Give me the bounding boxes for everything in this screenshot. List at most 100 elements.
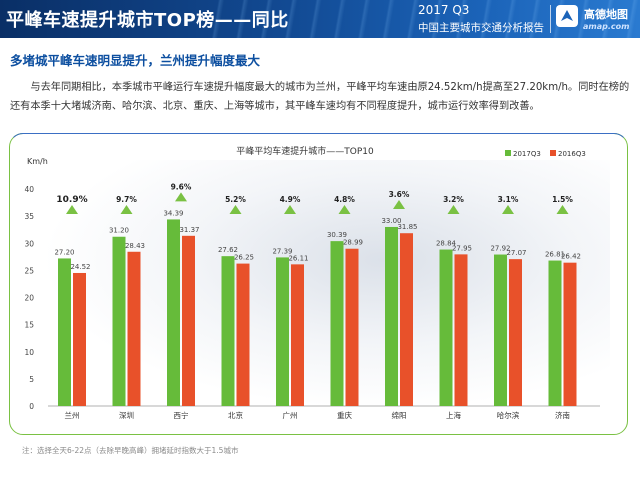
value-label-2017q3: 34.39: [163, 209, 183, 217]
growth-triangle: [393, 199, 405, 209]
bar-2017q3: [221, 256, 235, 406]
value-label-2017q3: 27.92: [490, 245, 510, 253]
bar-2016q3: [345, 248, 359, 406]
bar-2017q3: [58, 258, 71, 406]
bar-2016q3: [236, 263, 250, 406]
header-divider: [550, 5, 551, 33]
growth-triangle: [175, 192, 187, 202]
y-tick-label: 10: [24, 348, 34, 357]
value-label-2016q3: 27.95: [452, 244, 472, 252]
report-period: 2017 Q3: [418, 3, 470, 17]
bar-2017q3: [276, 257, 289, 406]
growth-label: 9.6%: [171, 182, 192, 191]
value-label-2017q3: 30.39: [327, 231, 347, 239]
x-tick-label: 深圳: [119, 410, 134, 420]
y-tick-label: 35: [24, 212, 34, 221]
growth-triangle: [338, 205, 351, 214]
bar-2017q3: [548, 260, 562, 406]
logo-site: amap.com: [583, 22, 630, 31]
bar-2016q3: [127, 251, 141, 406]
bar-2016q3: [509, 259, 522, 406]
value-label-2016q3: 31.85: [397, 223, 417, 231]
growth-triangle: [284, 205, 296, 214]
footnote: 注：选择全天6-22点（去除早晚高峰）拥堵延时指数大于1.5城市: [22, 446, 239, 455]
bar-2016q3: [563, 262, 577, 406]
x-tick-label: 哈尔滨: [497, 410, 520, 420]
chart-legend: 2017Q3 2016Q3: [505, 150, 586, 158]
growth-triangle: [120, 205, 133, 214]
x-tick-label: 绵阳: [392, 410, 407, 420]
bar-2017q3: [439, 249, 453, 406]
y-tick-label: 25: [24, 266, 34, 275]
x-tick-label: 济南: [555, 410, 570, 420]
growth-triangle: [229, 205, 242, 214]
growth-label: 10.9%: [56, 195, 87, 205]
legend-swatch: [550, 150, 556, 156]
bars: 27.20 24.52 10.9% 兰州 31.20 28.43 9.7% 深圳 34.39 31…: [54, 182, 581, 420]
y-tick-label: 30: [24, 239, 34, 248]
value-label-2016q3: 26.42: [561, 253, 581, 261]
y-tick-label: 40: [24, 185, 34, 194]
growth-label: 4.9%: [280, 195, 301, 204]
y-tick-label: 20: [24, 294, 34, 303]
growth-label: 3.2%: [443, 195, 464, 204]
y-tick-label: 0: [29, 402, 34, 411]
legend-label: 2017Q3: [513, 150, 541, 158]
value-label-2016q3: 24.52: [70, 263, 90, 271]
growth-label: 5.2%: [225, 195, 246, 204]
page-title: 平峰车速提升城市TOP榜——同比: [6, 10, 289, 31]
y-tick-label: 5: [29, 375, 34, 384]
value-label-2017q3: 28.84: [436, 240, 457, 248]
bar-2016q3: [182, 235, 195, 406]
growth-label: 3.6%: [389, 190, 410, 199]
bar-2017q3: [112, 236, 126, 406]
x-tick-label: 西宁: [174, 410, 189, 420]
value-label-2017q3: 26.81: [545, 251, 565, 259]
value-label-2017q3: 27.20: [54, 248, 74, 256]
value-label-2017q3: 33.00: [381, 217, 401, 225]
x-tick-label: 兰州: [65, 410, 80, 420]
growth-label: 3.1%: [498, 195, 519, 204]
bar-2017q3: [385, 226, 398, 406]
value-label-2017q3: 27.39: [272, 247, 292, 255]
chart-title: 平峰平均车速提升城市——TOP10: [236, 145, 374, 157]
bar-2016q3: [291, 264, 304, 406]
logo-text: 高德地图: [584, 8, 628, 21]
growth-triangle: [66, 205, 78, 214]
report-name: 中国主要城市交通分析报告: [418, 22, 544, 34]
legend-swatch: [505, 150, 511, 156]
value-label-2017q3: 31.20: [109, 227, 129, 235]
bar-2017q3: [167, 219, 180, 406]
bar-2016q3: [454, 254, 468, 406]
value-label-2016q3: 26.25: [234, 254, 254, 262]
value-label-2016q3: 28.43: [125, 242, 145, 250]
x-tick-label: 北京: [228, 410, 243, 420]
value-label-2016q3: 31.37: [179, 226, 199, 234]
header-banner: 平峰车速提升城市TOP榜——同比 2017 Q3 中国主要城市交通分析报告 高德…: [0, 0, 640, 38]
value-label-2016q3: 27.07: [506, 249, 526, 257]
growth-triangle: [502, 205, 514, 214]
growth-label: 1.5%: [552, 195, 573, 204]
y-axis-label: Km/h: [27, 157, 48, 166]
growth-triangle: [447, 205, 460, 214]
x-tick-label: 重庆: [337, 410, 352, 420]
bar-2017q3: [330, 241, 344, 406]
growth-label: 4.8%: [334, 195, 355, 204]
summary-paragraph: 与去年同期相比，本季城市平峰运行车速提升幅度最大的城市为兰州，平峰平均车速由原2…: [10, 82, 630, 112]
chart-frame-accent: [9, 133, 628, 435]
bar-2016q3: [400, 233, 413, 406]
growth-triangle: [556, 205, 569, 214]
legend-label: 2016Q3: [558, 150, 586, 158]
x-tick-label: 上海: [446, 410, 461, 420]
value-label-2016q3: 28.99: [343, 239, 363, 247]
x-tick-label: 广州: [283, 410, 298, 420]
y-tick-label: 15: [24, 321, 34, 330]
amap-logo-icon: [556, 5, 578, 27]
value-label-2017q3: 27.62: [218, 246, 238, 254]
section-heading: 多堵城平峰车速明显提升，兰州提升幅度最大: [10, 53, 261, 68]
growth-label: 9.7%: [116, 195, 137, 204]
bar-2016q3: [73, 272, 86, 406]
bar-2017q3: [494, 254, 507, 406]
value-label-2016q3: 26.11: [288, 254, 308, 262]
